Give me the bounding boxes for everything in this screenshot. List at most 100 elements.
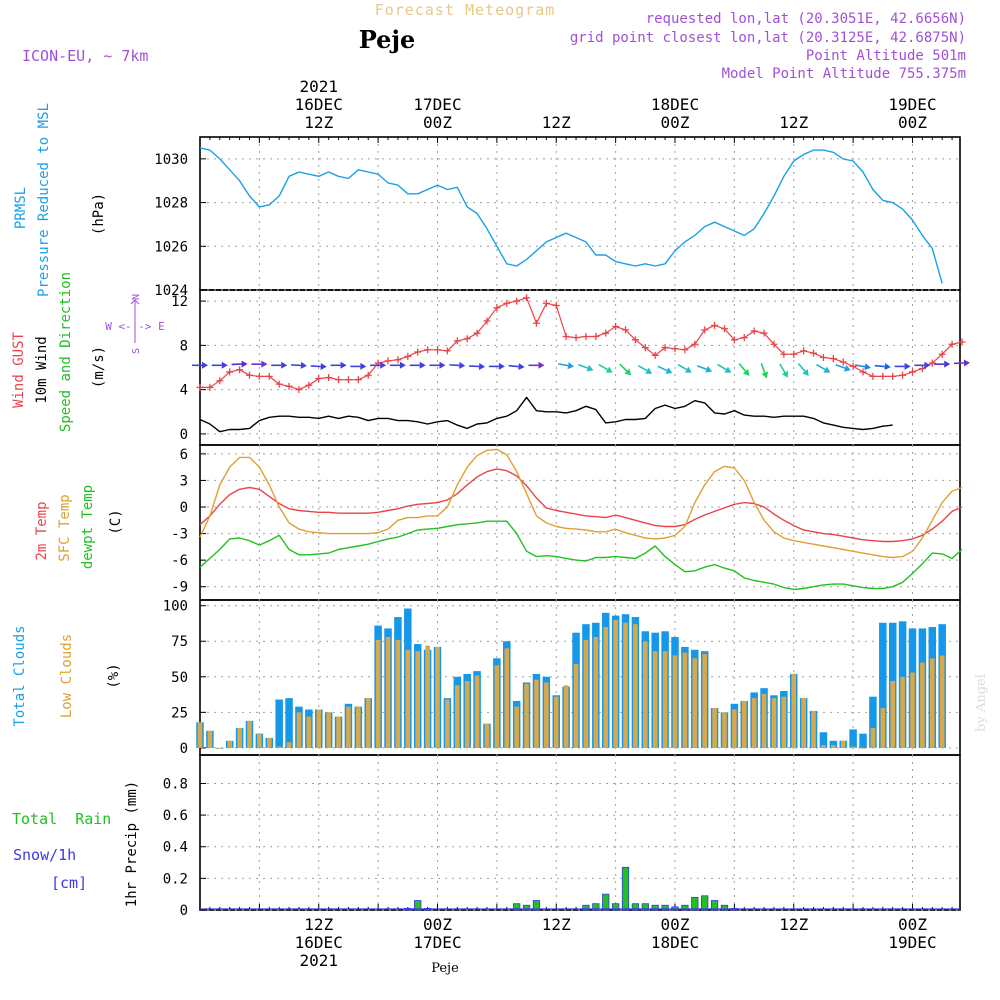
location-title: Peje: [359, 25, 416, 54]
wind-arrow: [855, 364, 866, 368]
wind-arrow: [760, 363, 766, 373]
wind-arrow-head: [924, 361, 931, 369]
gust-marker: [760, 329, 768, 337]
y-tick-label: 0.8: [163, 776, 188, 792]
low-cloud-bar: [910, 672, 915, 748]
wind-arrow: [508, 364, 519, 368]
gust-marker: [493, 304, 501, 312]
low-cloud-bar: [860, 747, 866, 749]
pressure-panel: [199, 147, 943, 284]
low-cloud-bar: [474, 675, 480, 748]
wind-arrow-head: [567, 362, 575, 370]
gust-marker: [344, 376, 352, 384]
time-label-bottom: 12Z: [779, 915, 808, 934]
gust-marker: [651, 351, 659, 359]
wind-arrow-head: [904, 362, 911, 370]
temp-label-dew: dewpt Temp: [80, 485, 96, 569]
y-tick-label: 1026: [154, 239, 188, 255]
gust-marker: [750, 327, 758, 335]
wind-arrow: [578, 364, 589, 369]
gust-marker: [414, 348, 422, 356]
rain-bar: [681, 904, 689, 911]
wind-side-labels: Wind GUST 10m Wind Speed and Direction (…: [11, 272, 165, 432]
low-cloud-bar: [405, 649, 411, 748]
sfc-temp-line: [199, 448, 963, 559]
gust-marker: [740, 334, 748, 342]
wind-arrow-head: [498, 362, 505, 370]
cloud-label-low: Low Clouds: [59, 634, 75, 718]
gust-marker: [424, 346, 432, 354]
wind-arrow-head: [478, 363, 486, 370]
cloud-panel: [196, 608, 946, 749]
time-label-bottom: 12Z: [304, 915, 333, 934]
time-label-top: 16DEC: [295, 95, 343, 114]
low-cloud-bar: [712, 708, 717, 748]
wind-arrow-head: [221, 361, 228, 369]
gust-marker: [513, 297, 521, 305]
gust-marker: [394, 356, 402, 364]
gust-marker: [562, 333, 570, 340]
time-label-top: 18DEC: [651, 95, 699, 114]
low-cloud-bar: [682, 652, 688, 748]
gust-marker: [839, 358, 847, 366]
temp-label-unit: (C): [108, 509, 124, 534]
wind-speed-line: [199, 396, 893, 433]
low-cloud-bar: [939, 655, 945, 748]
wind-arrow: [310, 365, 321, 368]
precip-label-rain: Total Rain: [12, 810, 111, 828]
wind-arrow: [598, 363, 608, 371]
gust-marker: [711, 321, 719, 329]
total-cloud-bar: [819, 732, 828, 748]
wind-arrow: [619, 363, 628, 372]
low-cloud-bar: [722, 712, 727, 748]
low-cloud-bar: [237, 727, 242, 748]
wind-arrow: [449, 364, 460, 367]
gust-marker: [532, 319, 540, 327]
model-altitude: Model Point Altitude 755.375m: [722, 66, 966, 82]
low-cloud-bar: [900, 676, 905, 748]
rain-bar: [513, 903, 521, 911]
low-cloud-bar: [395, 639, 401, 748]
wind-arrow-head: [586, 364, 594, 372]
low-cloud-bar: [534, 679, 539, 748]
low-cloud-bar: [623, 622, 628, 748]
gust-marker: [325, 373, 333, 381]
low-cloud-bar: [811, 710, 816, 748]
time-label-top: 12Z: [304, 113, 333, 132]
gust-marker: [810, 349, 818, 357]
gust-marker: [631, 336, 639, 344]
wind-arrow: [290, 364, 301, 367]
low-cloud-bar: [336, 716, 341, 748]
low-cloud-bar: [247, 720, 252, 748]
wind-arrow: [558, 363, 569, 367]
gust-marker: [453, 337, 461, 345]
footer-location: Peje: [431, 961, 459, 976]
low-cloud-bar: [257, 733, 262, 748]
gust-marker: [295, 386, 303, 394]
wind-arrow-head: [281, 361, 288, 369]
pressure-side-labels: PRMSL Pressure Reduced to MSL (hPa): [13, 103, 107, 297]
gust-marker: [523, 294, 531, 302]
rain-bar: [532, 900, 541, 911]
y-tick-label: 8: [180, 338, 188, 354]
y-tick-label: 75: [171, 634, 188, 650]
gust-marker: [869, 372, 877, 380]
low-cloud-bar: [643, 641, 648, 748]
wind-arrow-head: [823, 366, 831, 373]
gust-marker: [285, 382, 293, 390]
time-label-bottom: 12Z: [542, 915, 571, 934]
cloud-label-total: Total Clouds: [12, 625, 28, 726]
gust-marker: [879, 372, 887, 380]
low-cloud-bar: [553, 696, 559, 748]
time-label-bottom: 2021: [299, 951, 338, 970]
low-cloud-bar: [425, 645, 430, 748]
gust-marker: [948, 340, 956, 348]
low-cloud-bar: [504, 648, 510, 748]
gust-marker: [849, 362, 857, 370]
time-label-bottom: 19DEC: [888, 933, 936, 952]
rain-bar: [602, 893, 610, 911]
gust-marker: [918, 365, 926, 373]
time-label-top: 00Z: [661, 113, 690, 132]
low-cloud-bar: [435, 646, 440, 748]
